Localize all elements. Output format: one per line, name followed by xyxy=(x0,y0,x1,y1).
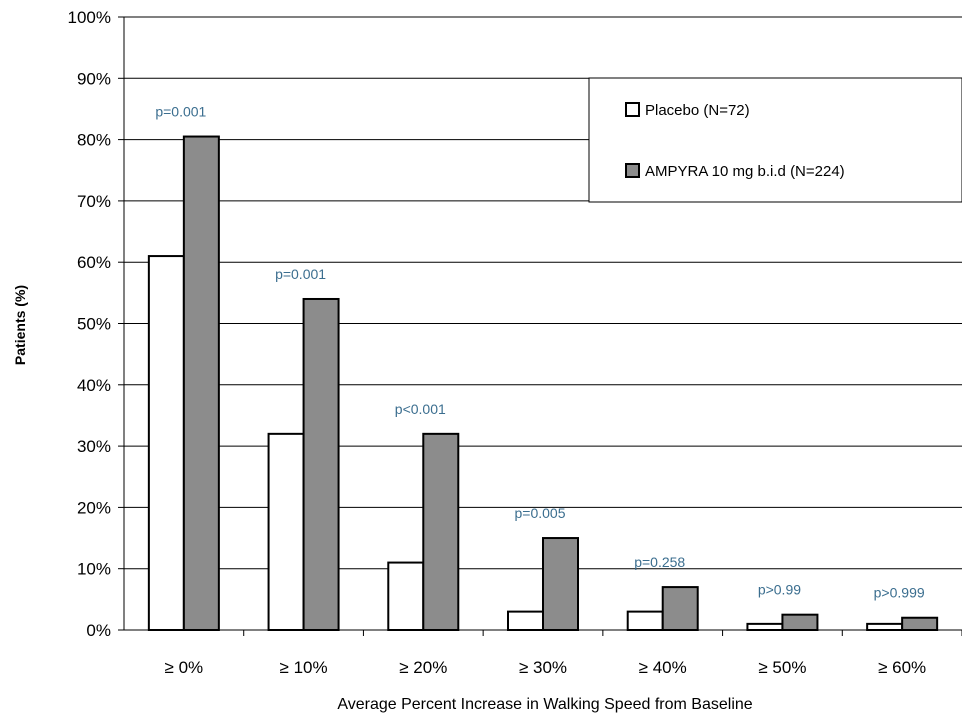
legend-label-ampyra: AMPYRA 10 mg b.i.d (N=224) xyxy=(645,163,845,180)
bars xyxy=(147,135,939,632)
bar-ampyra xyxy=(182,135,220,631)
legend: Placebo (N=72) AMPYRA 10 mg b.i.d (N=224… xyxy=(588,77,962,203)
y-tick-label: 10% xyxy=(77,560,111,579)
p-value-label: p=0.001 xyxy=(275,266,326,282)
p-value-label: p=0.005 xyxy=(515,505,566,521)
y-tick-label: 70% xyxy=(77,192,111,211)
bar-placebo xyxy=(626,610,664,631)
bar-placebo xyxy=(507,610,544,631)
y-tick-label: 100% xyxy=(68,8,111,27)
y-tick-label: 90% xyxy=(77,69,111,88)
axes xyxy=(118,16,962,636)
gridlines xyxy=(124,16,962,570)
x-axis-title: Average Percent Increase in Walking Spee… xyxy=(337,696,752,713)
x-tick-labels: ≥ 0% ≥ 10% ≥ 20% ≥ 30% ≥ 40% ≥ 50% ≥ 60% xyxy=(165,658,927,677)
y-tick-label: 50% xyxy=(77,315,111,334)
bar-ampyra xyxy=(542,537,579,631)
y-tick-label: 0% xyxy=(86,621,111,640)
y-tick-label: 30% xyxy=(77,437,111,456)
y-axis-title: Patients (%) xyxy=(12,285,28,365)
p-value-label: p>0.999 xyxy=(874,585,925,601)
bar-ampyra xyxy=(901,616,939,631)
legend-box xyxy=(588,77,962,203)
x-tick-label: ≥ 50% xyxy=(758,658,806,677)
x-tick-label: ≥ 60% xyxy=(878,658,926,677)
bar-placebo xyxy=(866,622,904,631)
p-value-label: p=0.258 xyxy=(634,554,685,570)
x-tick-label: ≥ 20% xyxy=(399,658,447,677)
y-tick-labels: 0% 10% 20% 30% 40% 50% 60% 70% 80% 90% 100% xyxy=(68,8,111,640)
p-value-annotations: p=0.001 p=0.001 p<0.001 p=0.005 p=0.258 p>0.9… xyxy=(155,104,924,601)
x-tick-label: ≥ 40% xyxy=(639,658,687,677)
bar-ampyra xyxy=(302,297,340,631)
x-tick-label: ≥ 30% xyxy=(519,658,567,677)
y-tick-label: 60% xyxy=(77,253,111,272)
x-tick-label: ≥ 10% xyxy=(280,658,328,677)
y-tick-label: 40% xyxy=(77,376,111,395)
bar-placebo xyxy=(147,255,185,631)
legend-swatch-placebo xyxy=(625,102,640,117)
p-value-label: p>0.99 xyxy=(758,582,801,598)
p-value-label: p=0.001 xyxy=(155,104,206,120)
bar-ampyra xyxy=(661,586,699,632)
bar-ampyra xyxy=(781,613,819,631)
bar-ampyra xyxy=(422,432,460,631)
p-value-label: p<0.001 xyxy=(395,401,446,417)
x-tick-label: ≥ 0% xyxy=(165,658,204,677)
legend-swatch-ampyra xyxy=(625,163,640,178)
legend-label-placebo: Placebo (N=72) xyxy=(645,102,750,119)
bar-placebo xyxy=(746,622,784,631)
bar-placebo xyxy=(267,432,305,631)
bar-placebo xyxy=(387,561,425,632)
y-tick-label: 20% xyxy=(77,498,111,517)
y-tick-label: 80% xyxy=(77,131,111,150)
